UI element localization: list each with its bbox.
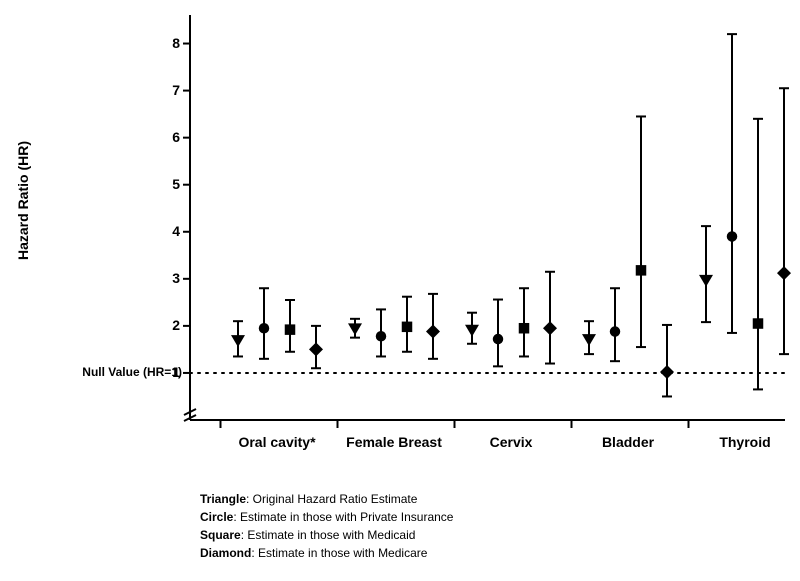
legend-text: : Estimate in those with Private Insuran… xyxy=(233,510,453,524)
category-label: Cervix xyxy=(453,434,569,450)
legend-shape: Circle xyxy=(200,510,233,524)
legend-row: Circle: Estimate in those with Private I… xyxy=(200,508,453,526)
y-tick-label: 5 xyxy=(160,176,180,192)
legend-text: : Original Hazard Ratio Estimate xyxy=(246,492,417,506)
y-tick-label: 7 xyxy=(160,82,180,98)
legend: Triangle: Original Hazard Ratio Estimate… xyxy=(200,490,453,562)
category-label: Thyroid xyxy=(687,434,800,450)
y-tick-label: 1 xyxy=(160,364,180,380)
y-tick-label: 3 xyxy=(160,270,180,286)
y-tick-label: 2 xyxy=(160,317,180,333)
y-tick-label: 6 xyxy=(160,129,180,145)
legend-row: Diamond: Estimate in those with Medicare xyxy=(200,544,453,562)
null-value-label: Null Value (HR=1) xyxy=(22,365,182,379)
y-tick-label: 4 xyxy=(160,223,180,239)
legend-row: Square: Estimate in those with Medicaid xyxy=(200,526,453,544)
category-label: Bladder xyxy=(570,434,686,450)
legend-shape: Triangle xyxy=(200,492,246,506)
y-tick-label: 8 xyxy=(160,35,180,51)
legend-text: : Estimate in those with Medicare xyxy=(251,546,427,560)
legend-text: : Estimate in those with Medicaid xyxy=(241,528,416,542)
legend-shape: Diamond xyxy=(200,546,251,560)
category-label: Oral cavity* xyxy=(219,434,335,450)
legend-shape: Square xyxy=(200,528,241,542)
category-label: Female Breast xyxy=(336,434,452,450)
legend-row: Triangle: Original Hazard Ratio Estimate xyxy=(200,490,453,508)
hazard-ratio-chart xyxy=(0,0,800,470)
